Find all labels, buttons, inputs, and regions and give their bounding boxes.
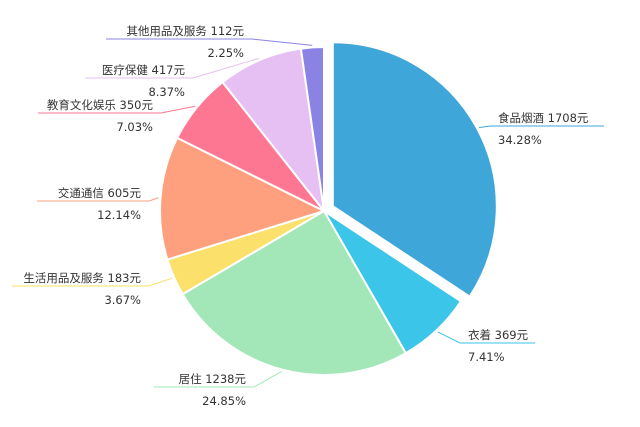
leader-line-slice-2 — [437, 331, 535, 344]
leader-line-slice-5 — [37, 197, 159, 202]
percent-slice-8: 2.25% — [207, 46, 244, 60]
pie-slice-1 — [331, 41, 498, 298]
percent-slice-2: 7.41% — [468, 350, 505, 364]
leader-line-slice-1 — [478, 125, 604, 129]
percent-slice-3: 24.85% — [202, 394, 246, 408]
pie-slice-5 — [159, 136, 327, 261]
label-slice-5: 交通通信 605元 — [58, 186, 142, 200]
percent-slice-4: 3.67% — [104, 293, 141, 307]
label-slice-3: 居住 1238元 — [179, 372, 247, 386]
percent-slice-1: 34.28% — [498, 133, 542, 147]
leader-line-slice-8 — [106, 38, 313, 46]
label-slice-1: 食品烟酒 1708元 — [498, 111, 589, 125]
leader-line-slice-7 — [85, 57, 259, 79]
label-slice-2: 衣着 369元 — [468, 328, 529, 342]
pie-slice-7 — [221, 47, 326, 215]
label-slice-6: 教育文化娱乐 350元 — [47, 98, 154, 112]
percent-slice-6: 7.03% — [116, 120, 153, 134]
leader-line-slice-6 — [38, 105, 196, 114]
pie-slice-8 — [299, 45, 325, 212]
percent-slice-5: 12.14% — [97, 208, 141, 222]
leader-line-slice-3 — [154, 371, 282, 388]
leader-line-slice-4 — [12, 277, 173, 287]
label-slice-8: 其他用品及服务 112元 — [126, 24, 244, 38]
label-slice-7: 医疗保健 417元 — [102, 63, 186, 77]
pie-slice-3 — [181, 209, 408, 376]
percent-slice-7: 8.37% — [148, 85, 185, 99]
label-slice-4: 生活用品及服务 183元 — [23, 271, 141, 285]
